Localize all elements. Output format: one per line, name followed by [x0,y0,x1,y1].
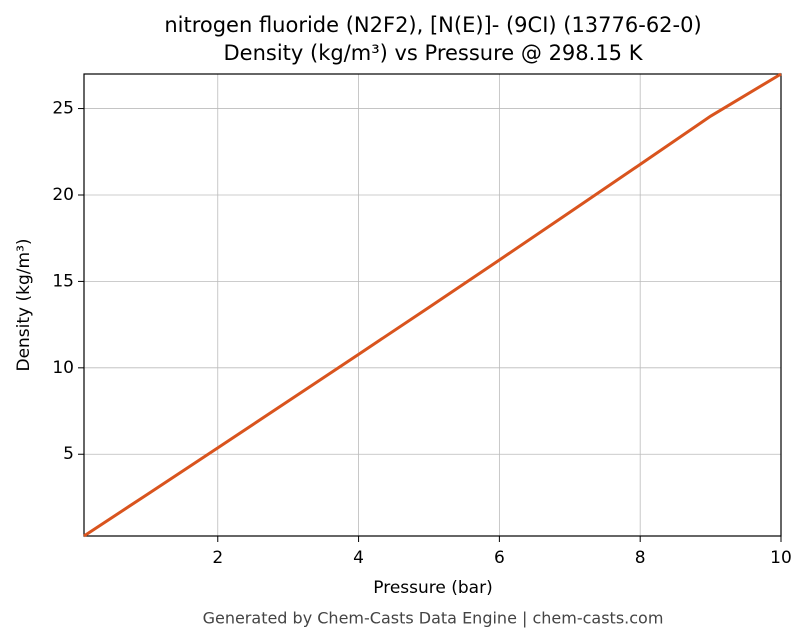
x-tick-label: 2 [212,548,223,568]
x-tick-label: 8 [635,548,646,568]
y-tick-label: 10 [52,358,74,378]
chart-title: nitrogen fluoride (N2F2), [N(E)]- (9CI) … [164,13,701,37]
x-tick-label: 4 [353,548,364,568]
x-tick-label: 10 [770,548,792,568]
chart-subtitle: Density (kg/m³) vs Pressure @ 298.15 K [223,41,643,65]
y-tick-label: 25 [52,99,74,119]
x-axis-label: Pressure (bar) [373,578,492,598]
plot-frame [83,73,782,537]
y-tick-label: 5 [63,444,74,464]
data-line [83,72,782,538]
x-tick-label: 6 [494,548,505,568]
y-tick-label: 15 [52,271,74,291]
footer: Generated by Chem-Casts Data Engine | ch… [203,609,664,628]
y-tick-label: 20 [52,185,74,205]
y-axis-label: Density (kg/m³) [14,238,34,371]
